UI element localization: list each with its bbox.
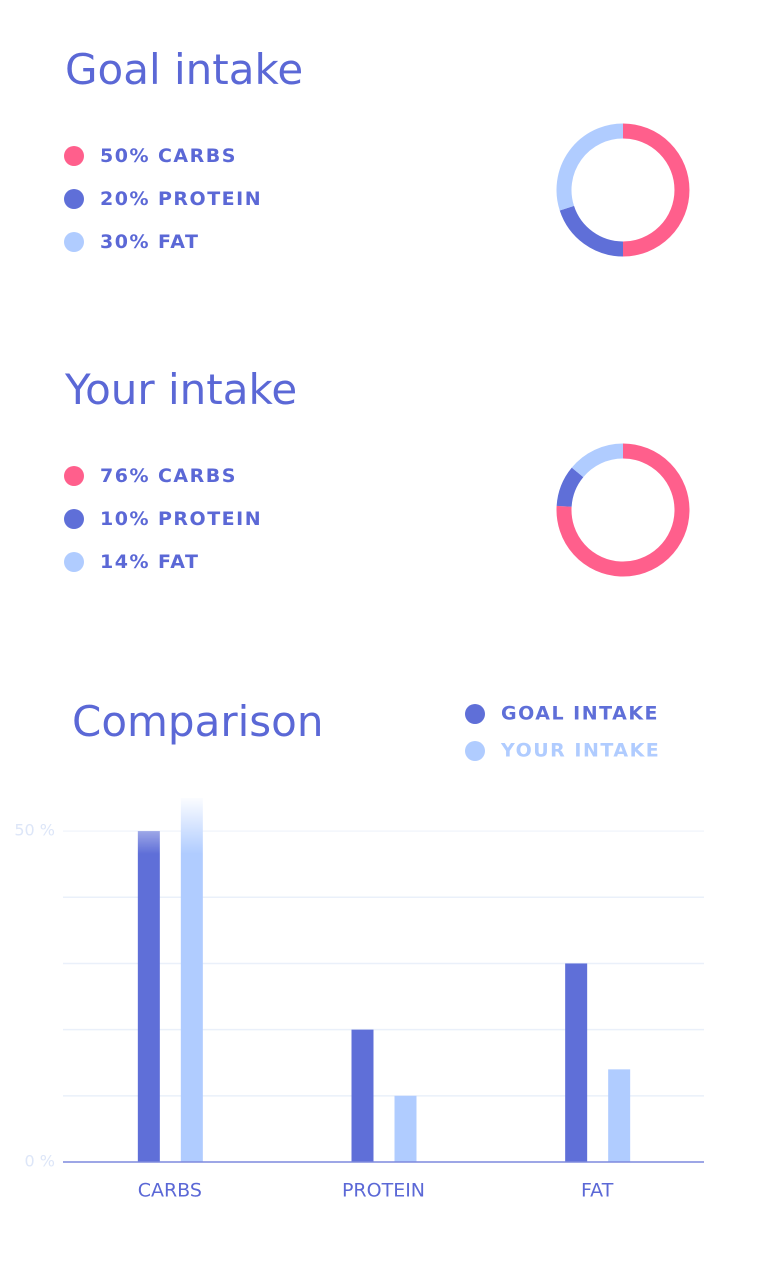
legend-dot	[64, 232, 84, 252]
donut-segment	[622, 123, 690, 257]
legend-label: GOAL INTAKE	[501, 703, 659, 725]
x-tick-label: FAT	[581, 1180, 614, 1202]
y-tick-label: 50 %	[14, 821, 55, 840]
section-title: Comparison	[72, 697, 323, 746]
donut-segment	[556, 123, 624, 211]
bar	[608, 1069, 631, 1162]
legend-category: FAT	[158, 231, 200, 253]
y-tick-label: 0 %	[25, 1152, 55, 1171]
section-title: Your intake	[64, 365, 297, 414]
bar	[137, 831, 160, 1162]
bar	[180, 798, 203, 1162]
legend-dot	[64, 146, 84, 166]
section-title: Goal intake	[65, 45, 303, 94]
donut-segment	[556, 467, 584, 508]
donut-segment	[559, 205, 624, 257]
legend-label: 76% CARBS	[100, 465, 237, 487]
legend-dot	[465, 704, 485, 724]
x-tick-label: PROTEIN	[342, 1180, 425, 1202]
legend-dot	[64, 509, 84, 529]
legend-value: 20%	[100, 188, 150, 210]
donut-segment	[571, 443, 624, 478]
legend-label: 10% PROTEIN	[100, 508, 262, 530]
legend-category: PROTEIN	[158, 508, 262, 530]
fade-overlay	[63, 798, 704, 854]
legend-dot	[64, 552, 84, 572]
legend-value: 14%	[100, 551, 150, 573]
donut-segment	[556, 443, 690, 577]
legend-dot	[64, 189, 84, 209]
legend-label: YOUR INTAKE	[500, 740, 660, 762]
legend-category: PROTEIN	[158, 188, 262, 210]
legend-category: FAT	[158, 551, 200, 573]
legend-label: 30% FAT	[100, 231, 199, 253]
legend-dot	[64, 466, 84, 486]
bar	[394, 1095, 417, 1162]
legend-label: 50% CARBS	[100, 145, 237, 167]
legend-dot	[465, 741, 485, 761]
legend-value: 50%	[100, 145, 150, 167]
legend-label: 14% FAT	[100, 551, 199, 573]
legend-category: CARBS	[158, 465, 237, 487]
bar	[351, 1029, 374, 1162]
x-tick-label: CARBS	[138, 1180, 202, 1202]
legend-value: 76%	[100, 465, 150, 487]
legend-value: 10%	[100, 508, 150, 530]
bars	[137, 798, 631, 1162]
legend-value: 30%	[100, 231, 150, 253]
legend-label: 20% PROTEIN	[100, 188, 262, 210]
legend-category: CARBS	[158, 145, 237, 167]
bar	[565, 963, 588, 1162]
